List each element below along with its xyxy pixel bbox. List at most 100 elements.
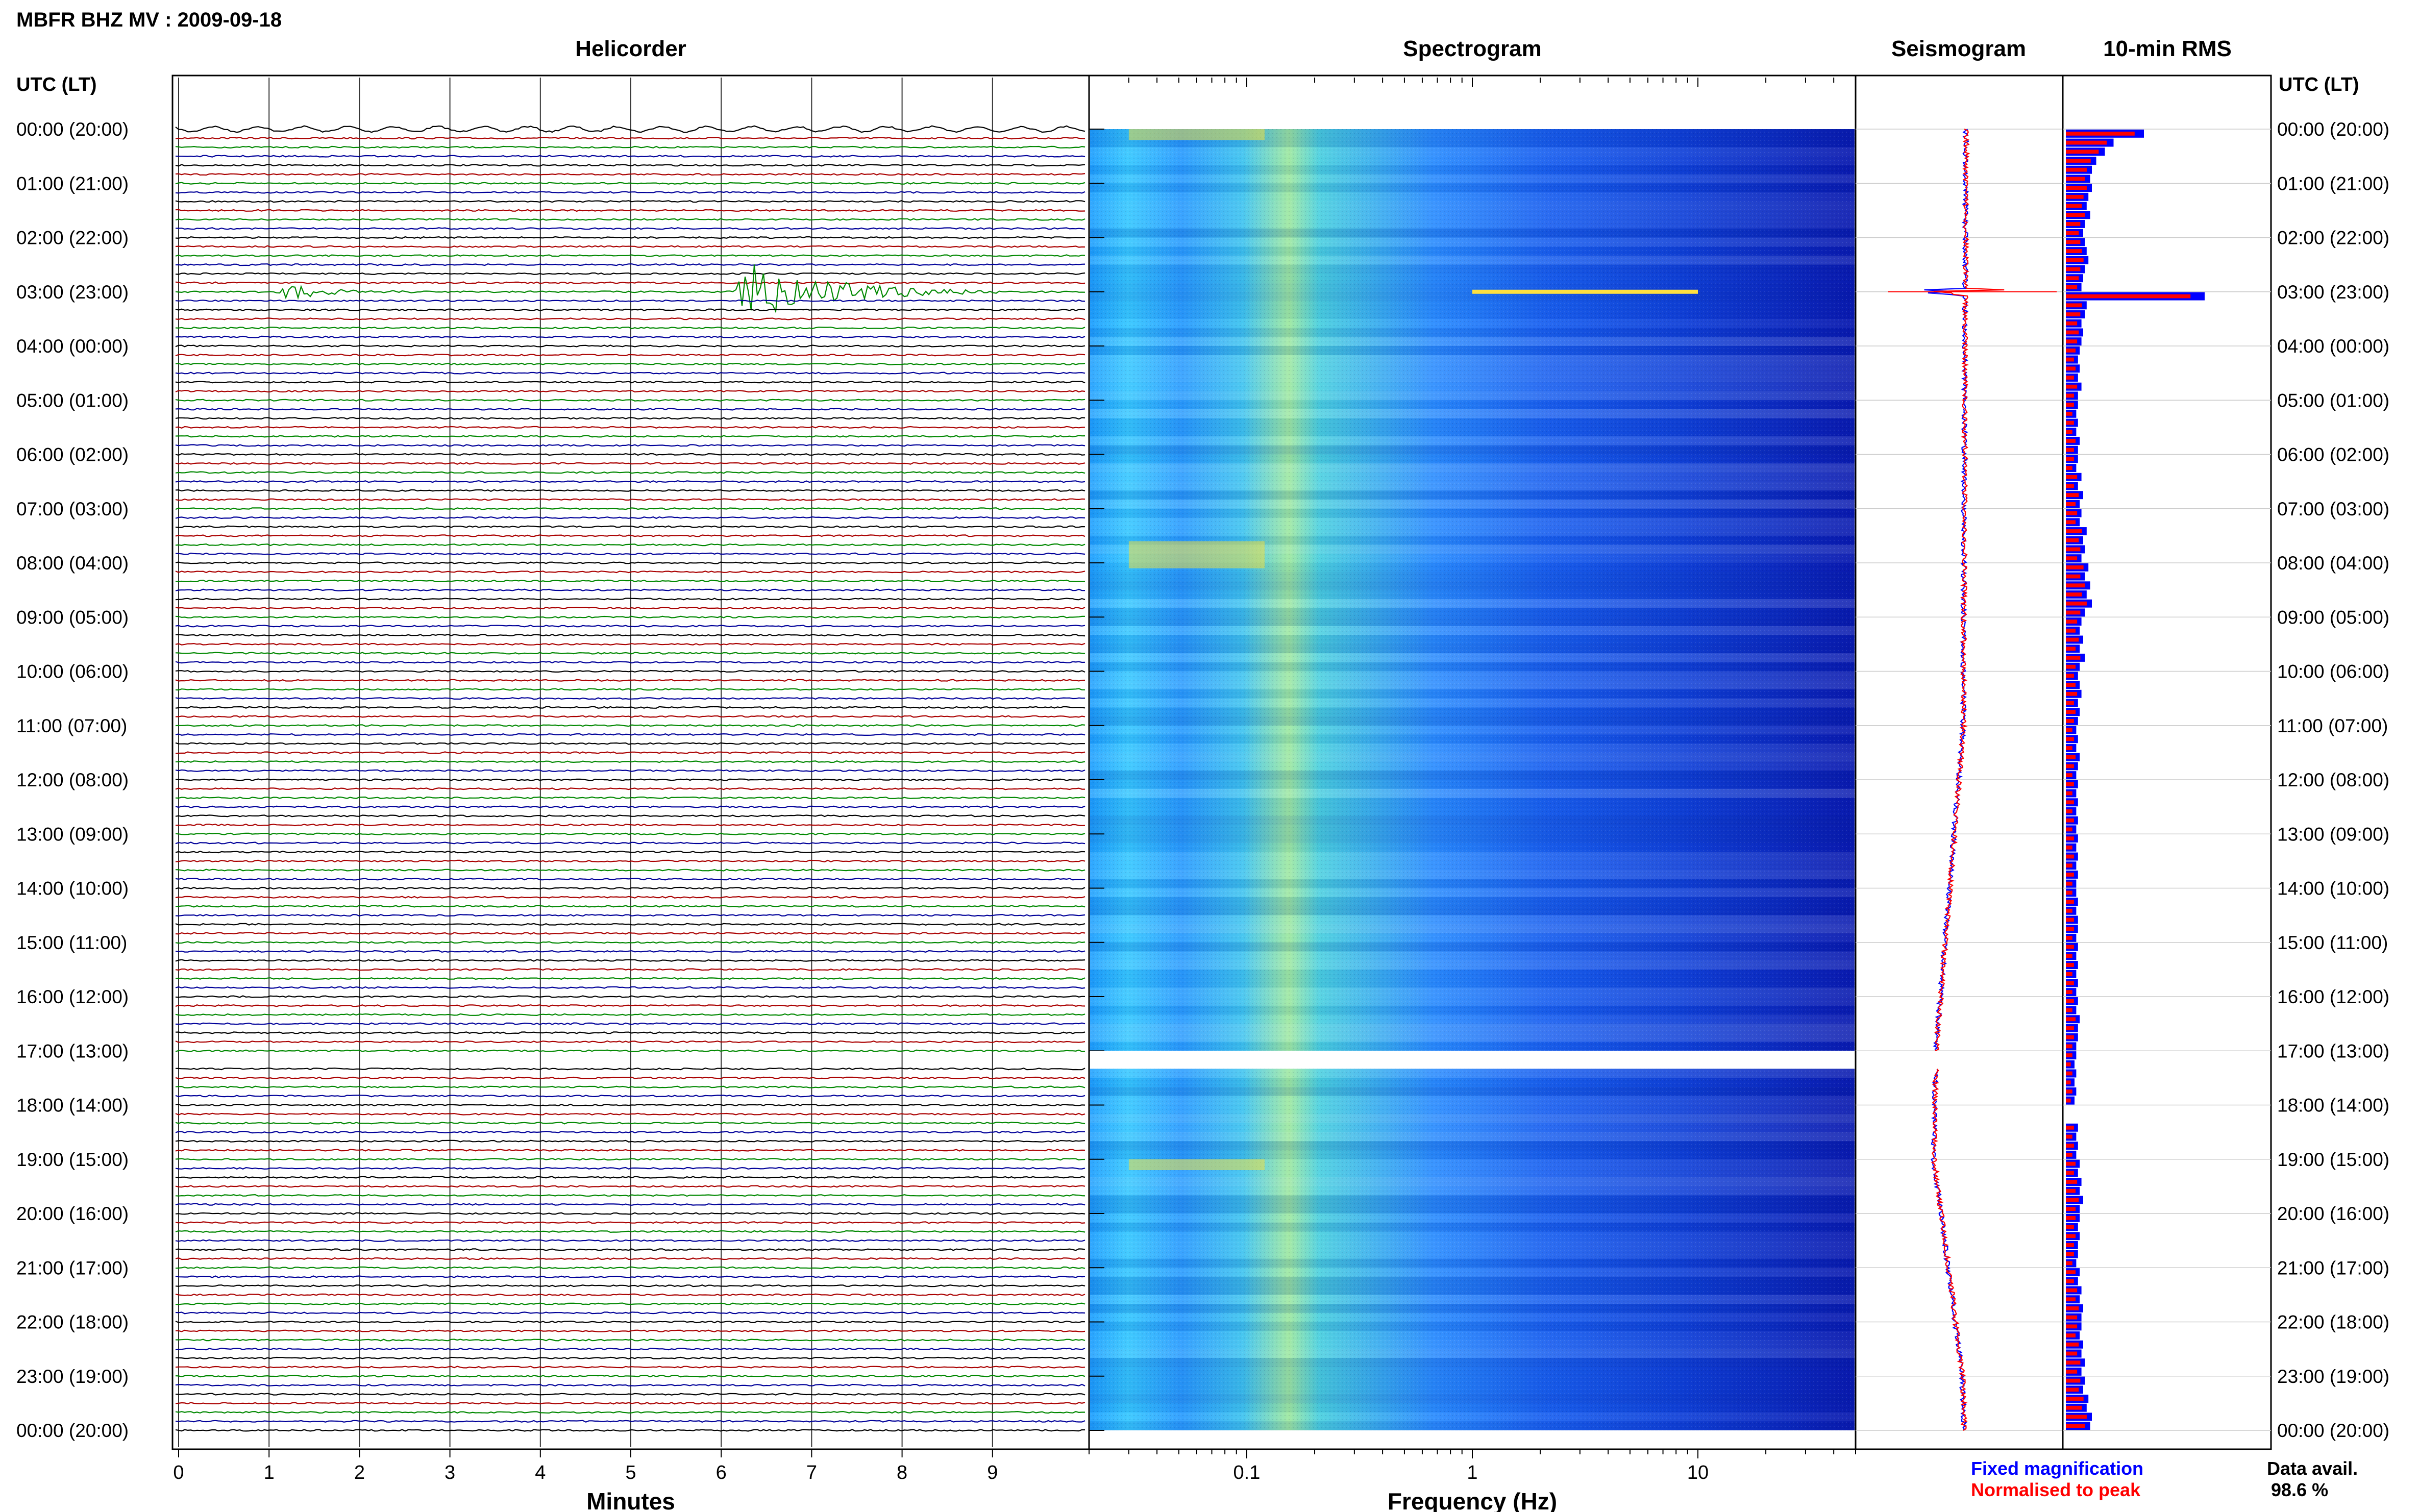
spectrogram-row xyxy=(1090,201,1855,211)
page-title: MBFR BHZ MV : 2009-09-18 xyxy=(16,9,282,31)
helicorder-trace xyxy=(175,371,1085,375)
rms-bar-normalised xyxy=(2066,990,2072,995)
time-tick-label-right: 22:00 (18:00) xyxy=(2277,1312,2389,1333)
rms-bar-normalised xyxy=(2066,393,2074,398)
helicorder-trace xyxy=(175,995,1085,998)
helicorder-trace xyxy=(175,733,1085,736)
time-tick-label-left: 02:00 (22:00) xyxy=(16,228,129,249)
rms-bar-normalised xyxy=(2066,755,2076,759)
spectrogram-row xyxy=(1090,500,1855,509)
spectrogram-row xyxy=(1090,400,1855,409)
rms-bar-normalised xyxy=(2066,782,2074,786)
spectrogram-row xyxy=(1090,1304,1855,1313)
spectrogram-row xyxy=(1090,1105,1855,1114)
spectrogram-row xyxy=(1090,463,1855,473)
helicorder-trace xyxy=(175,832,1085,835)
helicorder-trace xyxy=(175,1275,1085,1278)
spectrogram-lowfreq-energy xyxy=(1128,541,1265,568)
rms-bar-normalised xyxy=(2066,376,2074,380)
spectrogram-row xyxy=(1090,1123,1855,1132)
rms-bar-normalised xyxy=(2066,1370,2078,1374)
rms-bar-normalised xyxy=(2066,240,2081,244)
rms-bar-normalised xyxy=(2066,818,2074,823)
rms-bar-normalised xyxy=(2066,1144,2074,1148)
rms-bar-normalised xyxy=(2066,493,2079,498)
rms-bar-normalised xyxy=(2066,1351,2078,1356)
helicorder-trace xyxy=(175,1257,1085,1260)
helicorder-trace xyxy=(175,571,1085,574)
helicorder-trace xyxy=(175,525,1085,528)
helicorder-trace xyxy=(175,1122,1085,1125)
time-tick-label-left: 19:00 (15:00) xyxy=(16,1149,129,1170)
helicorder-trace xyxy=(175,1095,1085,1098)
rms-bar-normalised xyxy=(2066,249,2082,253)
helicorder-trace xyxy=(175,182,1085,185)
time-tick-label-left: 11:00 (07:00) xyxy=(16,715,127,736)
spectrogram-row xyxy=(1090,644,1855,654)
rms-bar-normalised xyxy=(2066,845,2072,850)
rms-bar-normalised xyxy=(2066,656,2081,660)
helicorder-trace xyxy=(175,905,1085,908)
spectrogram-row xyxy=(1090,780,1855,789)
rms-bar-normalised xyxy=(2066,140,2107,145)
spectrogram-row xyxy=(1090,815,1855,825)
helicorder-trace xyxy=(175,191,1085,194)
helicorder-xlabel: Minutes xyxy=(586,1488,675,1512)
helicorder-trace xyxy=(175,1022,1085,1025)
spectrogram-row xyxy=(1090,274,1855,283)
rms-bar-normalised xyxy=(2066,945,2074,949)
spectrogram-row xyxy=(1090,454,1855,464)
time-tick-label-left: 12:00 (08:00) xyxy=(16,770,129,790)
spectrogram-row xyxy=(1090,237,1855,247)
helicorder-trace xyxy=(175,389,1085,393)
rms-bar-normalised xyxy=(2066,484,2074,488)
spectrogram-row xyxy=(1090,743,1855,753)
helicorder-trace xyxy=(175,471,1085,474)
spectrogram-row xyxy=(1090,1042,1855,1051)
rms-bar-normalised xyxy=(2066,863,2072,868)
seismogram-panel xyxy=(1855,75,2064,1450)
rms-bar-normalised xyxy=(2066,1315,2078,1320)
rms-bar-normalised xyxy=(2066,1342,2079,1347)
rms-bar-normalised xyxy=(2066,773,2072,778)
time-tick-label-right: 18:00 (14:00) xyxy=(2277,1095,2389,1116)
time-tick-label-left: 15:00 (11:00) xyxy=(16,932,127,953)
rms-bar-normalised xyxy=(2066,430,2072,434)
time-tick-label-left: 00:00 (20:00) xyxy=(16,1420,129,1441)
spectrogram-row xyxy=(1090,1186,1855,1196)
rms-bar-normalised xyxy=(2066,565,2084,569)
rms-bar-normalised xyxy=(2066,556,2078,561)
rms-bar-normalised xyxy=(2066,1198,2079,1202)
rms-bar-normalised xyxy=(2066,1261,2072,1266)
time-tick-label-left: 13:00 (09:00) xyxy=(16,824,129,845)
spectrogram-row xyxy=(1090,987,1855,997)
helicorder-trace xyxy=(175,1329,1085,1332)
time-tick-label-right: 00:00 (20:00) xyxy=(2277,1420,2389,1441)
rms-bar-normalised xyxy=(2066,908,2072,913)
spectrogram-row xyxy=(1090,825,1855,834)
spectrogram-row xyxy=(1090,1032,1855,1042)
spectrogram-row xyxy=(1090,662,1855,672)
spectrogram-row xyxy=(1090,1412,1855,1422)
spectrogram-row xyxy=(1090,228,1855,238)
spectrogram-row xyxy=(1090,373,1855,382)
spectrogram-row xyxy=(1090,653,1855,662)
spectrogram-row xyxy=(1090,328,1855,337)
rms-bar-normalised xyxy=(2066,963,2074,967)
helicorder-trace xyxy=(175,308,1085,311)
rms-bar-normalised xyxy=(2066,1044,2072,1049)
spectrogram-row xyxy=(1090,879,1855,888)
spectrogram-row xyxy=(1090,318,1855,328)
helicorder-trace xyxy=(175,498,1085,501)
time-tick-label-right: 23:00 (19:00) xyxy=(2277,1366,2389,1387)
spectrogram-row xyxy=(1090,1421,1855,1430)
spectrogram-row xyxy=(1090,960,1855,970)
time-tick-label-right: 04:00 (00:00) xyxy=(2277,336,2389,357)
rms-bar-normalised xyxy=(2066,1062,2071,1067)
rms-bar-normalised xyxy=(2066,439,2076,443)
rms-bar-normalised xyxy=(2066,366,2076,371)
helicorder-trace xyxy=(175,878,1085,881)
spectrogram-row xyxy=(1090,1132,1855,1142)
spectrogram-row xyxy=(1090,1285,1855,1295)
helicorder-trace xyxy=(175,1176,1085,1179)
